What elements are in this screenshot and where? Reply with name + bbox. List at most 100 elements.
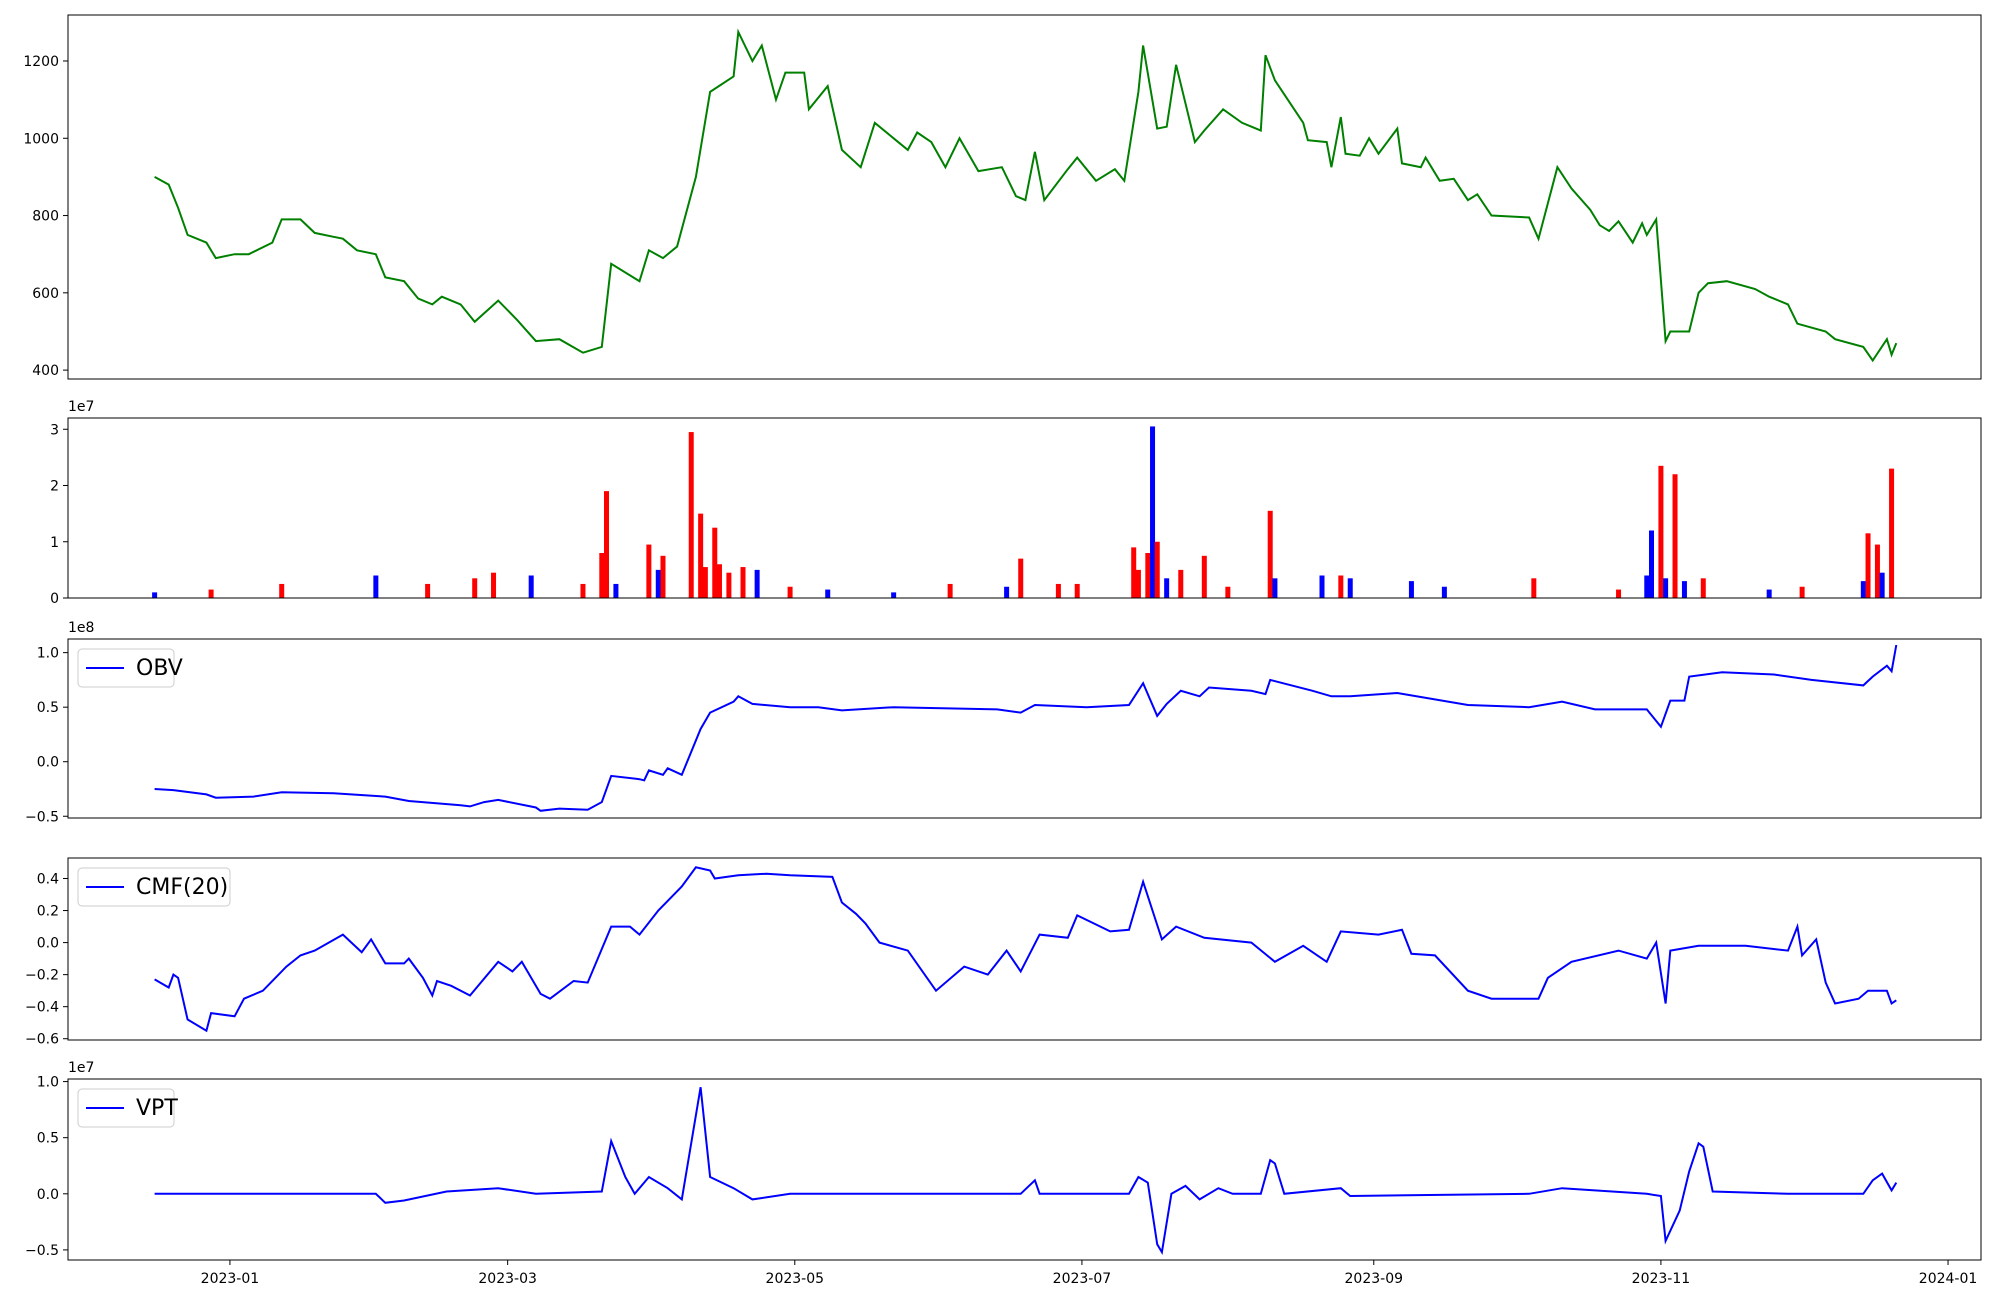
- y-tick-label: 400: [32, 363, 59, 379]
- volume-bar: [754, 569, 760, 598]
- volume-bar: [1658, 465, 1664, 598]
- volume-bar: [528, 575, 534, 598]
- volume-bar: [1672, 474, 1678, 598]
- legend-label: OBV: [136, 656, 183, 681]
- line: [154, 28, 1898, 363]
- volume-bar: [425, 583, 431, 598]
- volume-bar: [1178, 569, 1184, 598]
- volume-bar: [279, 583, 285, 598]
- volume-bar: [1860, 581, 1866, 598]
- volume-bar: [1889, 468, 1895, 598]
- line: [154, 644, 1898, 812]
- volume-bar: [1408, 581, 1414, 598]
- volume-bar: [613, 583, 619, 598]
- y-tick-label: −0.5: [25, 1243, 59, 1259]
- volume-bar: [1135, 569, 1141, 598]
- x-tick-label: 2023-07: [1053, 1271, 1112, 1287]
- volume-bar: [152, 592, 158, 598]
- volume-bar: [1145, 553, 1151, 598]
- legend-box: [77, 648, 175, 688]
- volume-bar: [491, 572, 497, 598]
- y-tick-label: 3: [50, 422, 59, 438]
- y-tick-label: 600: [32, 286, 59, 302]
- axes-frame: [67, 417, 1982, 599]
- legend-label: CMF(20): [136, 875, 228, 900]
- volume-bar: [1644, 575, 1650, 598]
- volume-bar: [1663, 578, 1669, 598]
- volume-bar: [208, 589, 214, 598]
- volume-bar: [604, 491, 610, 598]
- volume-bar: [712, 527, 718, 598]
- y-tick-label: 1: [50, 535, 59, 551]
- volume-bar: [373, 575, 379, 598]
- volume-bar: [1150, 426, 1156, 598]
- panel: 400 600 800 1000 1200: [23, 14, 1982, 380]
- volume-bar: [580, 583, 586, 598]
- volume-bar: [1648, 530, 1654, 598]
- panel: 0 1 2 3 1e7: [50, 399, 1982, 607]
- volume-bar: [1681, 581, 1687, 598]
- panel: −0.5 0.0 0.5 1.0 1e7 VPT 2023-01 2023-03 2023-05…: [25, 1060, 1982, 1287]
- y-tick-label: 1.0: [37, 646, 59, 662]
- axis-offset-label: 1e8: [68, 620, 94, 636]
- y-tick-label: 0.2: [37, 904, 59, 920]
- volume-bar: [1164, 578, 1170, 598]
- volume-bar: [716, 564, 722, 598]
- axes-frame: [67, 857, 1982, 1041]
- y-tick-label: 1000: [23, 131, 59, 147]
- legend-box: [77, 1088, 175, 1128]
- volume-bar: [646, 544, 652, 598]
- volume-bar: [698, 513, 704, 598]
- axes-frame: [67, 14, 1982, 380]
- y-tick-label: 0.0: [37, 755, 59, 771]
- volume-bar: [688, 432, 694, 598]
- volume-bar: [1272, 578, 1278, 598]
- volume-bar: [1074, 583, 1080, 598]
- volume-bar: [1055, 583, 1061, 598]
- volume-bar: [947, 583, 953, 598]
- y-tick-label: 0.4: [37, 872, 59, 888]
- x-tick-label: 2023-11: [1632, 1271, 1691, 1287]
- axis-offset-label: 1e7: [68, 1060, 94, 1076]
- volume-bar: [1799, 586, 1805, 598]
- y-tick-label: 1200: [23, 54, 59, 70]
- volume-bar: [1338, 575, 1344, 598]
- y-tick-label: 800: [32, 209, 59, 225]
- legend-box: [77, 867, 231, 907]
- x-tick-label: 2023-05: [766, 1271, 825, 1287]
- legend-label: VPT: [136, 1096, 178, 1121]
- y-tick-label: 0.0: [37, 936, 59, 952]
- x-tick-label: 2024-01: [1919, 1271, 1978, 1287]
- volume-bar: [1225, 586, 1231, 598]
- line: [154, 1087, 1898, 1255]
- volume-bar: [891, 592, 897, 598]
- volume-bar: [1531, 578, 1537, 598]
- volume-bar: [1154, 541, 1160, 598]
- volume-bar: [1441, 586, 1447, 598]
- y-tick-label: 2: [50, 479, 59, 495]
- volume-bar: [1865, 533, 1871, 598]
- x-tick-label: 2023-09: [1345, 1271, 1404, 1287]
- volume-bar: [1700, 578, 1706, 598]
- y-tick-label: −0.4: [25, 1000, 59, 1016]
- volume-bar: [1879, 572, 1885, 598]
- y-tick-label: 0.5: [37, 1131, 59, 1147]
- x-tick-label: 2023-03: [478, 1271, 537, 1287]
- volume-bar: [660, 555, 666, 598]
- volume-bar: [1616, 589, 1622, 598]
- volume-bar: [599, 553, 605, 598]
- volume-bar: [655, 569, 661, 598]
- axes-frame: [67, 1078, 1982, 1261]
- volume-bar: [1131, 547, 1137, 598]
- y-tick-label: 0.0: [37, 1187, 59, 1203]
- volume-bar: [825, 589, 831, 598]
- y-tick-label: 1.0: [37, 1075, 59, 1091]
- axes-frame: [67, 638, 1982, 819]
- volume-bar: [787, 586, 793, 598]
- y-tick-label: −0.2: [25, 968, 59, 984]
- volume-bar: [1018, 558, 1024, 598]
- volume-bar: [1004, 586, 1010, 598]
- volume-bar: [1201, 555, 1207, 598]
- volume-bar: [702, 567, 708, 598]
